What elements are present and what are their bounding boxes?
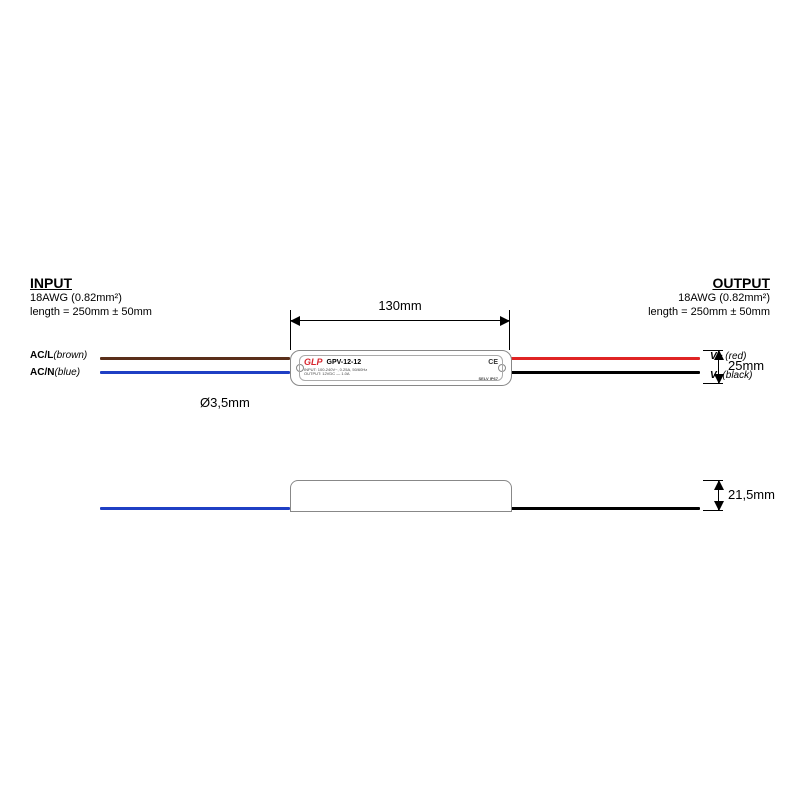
input-spec: 18AWG (0.82mm²) [30,291,230,305]
wire-input-blue [100,371,290,374]
dim-215-arrow [718,480,719,511]
dim-25-label: 25mm [728,358,764,373]
ce-mark: CE [488,359,498,367]
dim-130-arrow [290,320,510,321]
psu-selv: SELV IP67 [304,377,498,381]
psu-top-view: GLP GPV-12-12 CE INPUT: 100-240V~, 0.25A… [290,350,512,386]
input-title: INPUT [30,275,230,291]
input-length: length = 250mm ± 50mm [30,305,230,319]
dim-25-arrow [718,350,719,384]
wire-side-blue [100,507,290,510]
wire-input-brown [100,357,290,360]
diagram-canvas: INPUT 18AWG (0.82mm²) length = 250mm ± 5… [0,0,800,800]
dim-hole-label: Ø3,5mm [200,395,250,410]
dim-130-label: 130mm [290,298,510,313]
model-number: GPV-12-12 [327,359,362,367]
psu-side-view [290,480,512,512]
input-wire-acn: AC/N(blue) [30,367,80,378]
input-wire-acn-name: AC/N [30,367,54,378]
dim-215-label: 21,5mm [728,487,775,502]
wire-output-red [510,357,700,360]
wire-side-black [510,507,700,510]
psu-label: GLP GPV-12-12 CE INPUT: 100-240V~, 0.25A… [299,355,503,381]
input-wire-acl-name: AC/L [30,350,53,361]
wire-output-black [510,371,700,374]
output-spec: 18AWG (0.82mm²) [550,291,770,305]
output-block: OUTPUT 18AWG (0.82mm²) length = 250mm ± … [550,275,770,320]
output-length: length = 250mm ± 50mm [550,305,770,319]
input-block: INPUT 18AWG (0.82mm²) length = 250mm ± 5… [30,275,230,320]
input-wire-acl: AC/L(brown) [30,350,87,361]
output-title: OUTPUT [550,275,770,291]
input-wire-acn-color: (blue) [54,367,80,378]
input-wire-acl-color: (brown) [53,350,87,361]
